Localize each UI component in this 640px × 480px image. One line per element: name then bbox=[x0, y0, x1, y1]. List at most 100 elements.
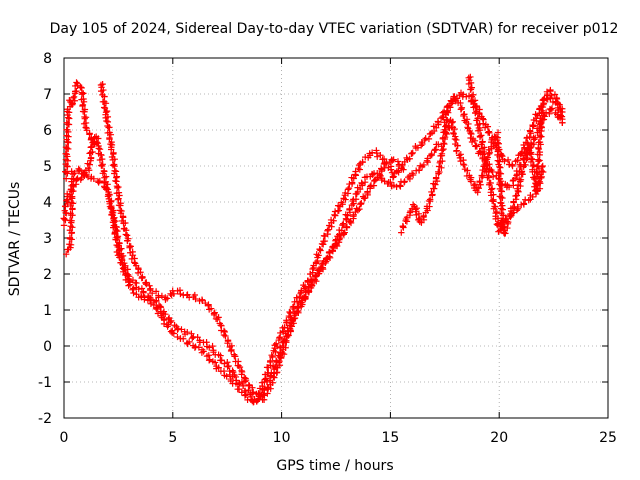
data-point bbox=[189, 334, 196, 342]
data-point bbox=[130, 289, 137, 297]
data-point bbox=[521, 161, 528, 169]
data-point bbox=[74, 80, 81, 87]
data-point bbox=[280, 328, 287, 335]
data-point bbox=[301, 283, 309, 290]
data-point bbox=[106, 200, 113, 208]
data-point bbox=[419, 140, 426, 148]
y-tick-label: 3 bbox=[43, 231, 52, 247]
data-point bbox=[499, 194, 506, 202]
data-point bbox=[389, 157, 396, 164]
data-point bbox=[192, 343, 199, 350]
data-point bbox=[547, 106, 555, 114]
data-point bbox=[448, 98, 455, 105]
data-point bbox=[408, 150, 415, 157]
data-point bbox=[473, 143, 481, 150]
data-point bbox=[211, 359, 219, 366]
data-point bbox=[377, 152, 384, 159]
series-trace-h bbox=[465, 73, 547, 235]
data-point bbox=[471, 137, 479, 144]
data-point bbox=[435, 119, 442, 126]
data-point bbox=[63, 145, 71, 152]
data-point bbox=[439, 157, 446, 165]
data-point bbox=[440, 114, 447, 121]
data-point bbox=[65, 109, 73, 116]
data-point bbox=[509, 162, 516, 170]
data-point bbox=[439, 109, 447, 116]
data-point bbox=[535, 145, 543, 153]
data-point bbox=[104, 186, 112, 193]
data-point bbox=[146, 297, 154, 304]
data-point bbox=[496, 146, 503, 153]
data-point bbox=[456, 154, 464, 162]
data-point bbox=[170, 330, 177, 337]
data-point bbox=[499, 211, 507, 219]
data-point bbox=[476, 133, 484, 141]
data-point bbox=[485, 181, 493, 188]
data-point bbox=[65, 115, 73, 122]
data-point bbox=[75, 165, 82, 173]
data-point bbox=[395, 167, 402, 174]
y-tick-label: 4 bbox=[43, 195, 52, 211]
data-point bbox=[460, 161, 467, 168]
data-point bbox=[72, 88, 79, 95]
data-point bbox=[476, 178, 483, 186]
data-point bbox=[343, 216, 350, 223]
data-point bbox=[148, 290, 156, 297]
data-point bbox=[64, 126, 71, 134]
data-point bbox=[180, 335, 187, 342]
data-point bbox=[467, 178, 475, 185]
data-point bbox=[406, 209, 414, 216]
data-point bbox=[238, 371, 245, 378]
data-point bbox=[91, 141, 98, 148]
data-point bbox=[107, 140, 114, 148]
data-point bbox=[468, 130, 475, 138]
y-tick-label: 5 bbox=[43, 159, 52, 175]
data-point bbox=[486, 149, 493, 156]
axis-ticks: 0 5 10 15 20 25 -2 -1 0 1 2 3 4 5 6 7 8 bbox=[38, 51, 617, 446]
data-point bbox=[82, 114, 90, 121]
data-point bbox=[399, 222, 407, 230]
data-point bbox=[74, 175, 81, 182]
data-point bbox=[406, 155, 413, 162]
data-point bbox=[90, 175, 97, 182]
data-point bbox=[115, 183, 122, 191]
data-point bbox=[264, 390, 271, 397]
data-point bbox=[486, 129, 493, 137]
data-point bbox=[131, 259, 138, 266]
data-point bbox=[518, 168, 526, 175]
data-point bbox=[236, 363, 244, 371]
data-point bbox=[63, 151, 70, 158]
data-point bbox=[556, 101, 563, 108]
data-point bbox=[535, 179, 543, 187]
data-point bbox=[191, 291, 199, 299]
data-point bbox=[387, 179, 394, 186]
data-point bbox=[262, 375, 270, 382]
data-point bbox=[96, 146, 104, 153]
data-point bbox=[66, 234, 74, 241]
data-point bbox=[479, 138, 486, 145]
data-point bbox=[453, 95, 461, 102]
data-point bbox=[398, 229, 405, 236]
data-point bbox=[164, 323, 171, 330]
data-point bbox=[107, 131, 115, 138]
data-point bbox=[113, 184, 121, 192]
data-point bbox=[535, 144, 542, 152]
data-point bbox=[81, 169, 88, 176]
y-tick-label: 6 bbox=[43, 123, 52, 139]
data-point bbox=[307, 276, 315, 283]
data-point bbox=[63, 197, 70, 204]
data-point bbox=[205, 301, 212, 308]
data-point bbox=[331, 211, 338, 219]
data-point bbox=[230, 368, 237, 376]
data-point bbox=[291, 314, 299, 322]
data-point bbox=[435, 141, 442, 148]
data-point bbox=[438, 164, 445, 171]
data-point bbox=[485, 174, 493, 181]
data-point bbox=[511, 175, 519, 182]
data-point bbox=[253, 398, 261, 405]
data-point bbox=[435, 168, 442, 176]
data-point bbox=[342, 196, 349, 203]
data-point bbox=[86, 150, 93, 157]
data-point bbox=[221, 360, 228, 367]
